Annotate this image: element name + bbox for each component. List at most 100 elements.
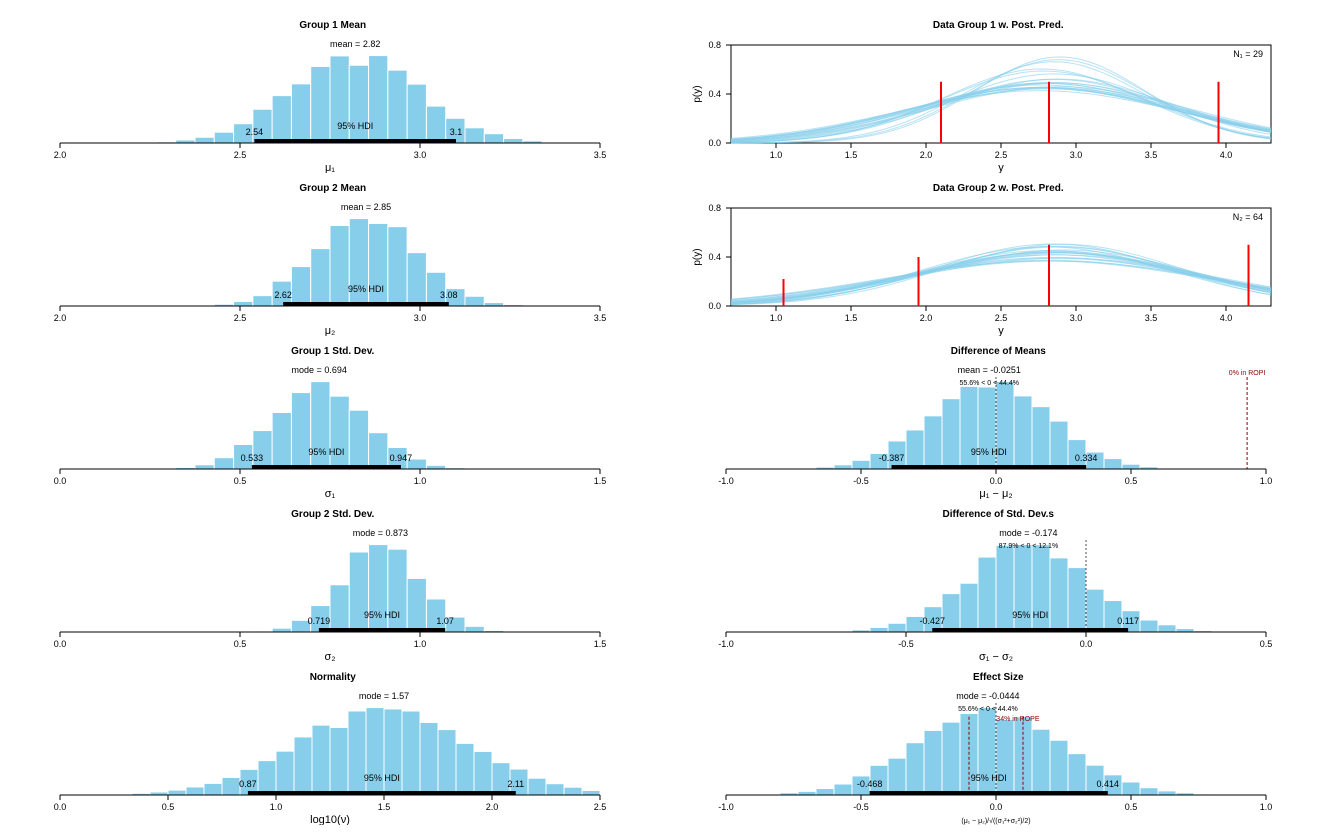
hist-bar [834, 784, 852, 795]
x-tick-label: 1.5 [844, 313, 857, 323]
hist-bar [1122, 464, 1140, 469]
histogram-svg: 0.872.1195% HDImode = 1.570.00.51.01.52.… [20, 685, 620, 825]
hdi-text: 95% HDI [970, 773, 1006, 783]
hdi-hi-label: 2.11 [507, 779, 524, 789]
x-axis-label: y [998, 325, 1004, 336]
x-tick-label: -1.0 [718, 639, 734, 649]
hist-bar [1050, 740, 1068, 795]
hdi-lo-label: 0.87 [239, 779, 257, 789]
hdi-hi-label: 3.08 [440, 290, 458, 300]
x-tick-label: 0.0 [54, 802, 67, 812]
x-tick-label: 1.0 [1259, 476, 1272, 486]
x-axis-label: σ₂ [324, 651, 335, 662]
y-axis-label: p(y) [692, 85, 703, 102]
panel-effect: Effect Size -0.4680.41495% HDImode = -0.0… [686, 672, 1312, 825]
hdi-hi-label: 3.1 [450, 127, 463, 137]
hist-bar [349, 410, 368, 469]
panel-diff_sd: Difference of Std. Dev.s-0.4270.11795% H… [686, 509, 1312, 662]
x-tick-label: 0.0 [989, 802, 1002, 812]
hdi-hi-label: 1.07 [436, 616, 454, 626]
x-tick-label: 1.0 [1259, 802, 1272, 812]
hist-bar [291, 84, 310, 143]
panel-mu2: Group 2 Mean2.623.0895% HDImean = 2.852.… [20, 183, 646, 336]
rope-text: 0% in ROPI [1228, 370, 1265, 377]
hist-bar [1032, 407, 1050, 469]
x-tick-label: 1.0 [769, 313, 782, 323]
hist-bar [258, 761, 276, 795]
x-tick-label: 0.5 [234, 476, 247, 486]
hist-bar [407, 84, 426, 143]
panel-mu1: Group 1 Mean2.543.195% HDImean = 2.822.0… [20, 20, 646, 173]
x-axis-label: μ₁ − μ₂ [979, 488, 1012, 499]
panel-diff_means: Difference of Means0% in ROPI-0.3870.334… [686, 346, 1312, 499]
panel-title: Group 1 Std. Dev. [20, 346, 646, 357]
hdi-lo-label: 2.62 [274, 290, 292, 300]
hist-bar [407, 253, 426, 306]
hdi-lo-label: 2.54 [246, 127, 264, 137]
hist-bar [1176, 629, 1194, 632]
hist-bar [1050, 558, 1068, 632]
x-tick-label: 0.5 [1259, 639, 1272, 649]
hist-bar [253, 296, 272, 306]
panel-title: Normality [20, 672, 646, 683]
x-tick-label: 4.0 [1219, 313, 1232, 323]
hist-bar [1050, 421, 1068, 469]
hist-bar [272, 628, 291, 632]
x-tick-label: -0.5 [853, 802, 869, 812]
hist-bar [426, 106, 445, 143]
x-tick-label: 0.5 [162, 802, 175, 812]
hdi-text: 95% HDI [364, 610, 400, 620]
pct-label: 55.6% < 0 < 44.4% [959, 380, 1019, 387]
y-tick-label: 0.4 [708, 89, 721, 99]
panel-ppc1: Data Group 1 w. Post. Pred.1.01.52.02.53… [686, 20, 1312, 173]
hdi-lo-label: 0.719 [308, 616, 331, 626]
hist-bar [1104, 459, 1122, 469]
hist-bar [222, 777, 240, 795]
hdi-text: 95% HDI [348, 284, 384, 294]
hist-bar [291, 393, 310, 469]
histogram-svg: -0.4680.41495% HDImode = -0.044455.6% < … [686, 685, 1286, 825]
hdi-hi-label: 0.334 [1074, 453, 1097, 463]
x-tick-label: 2.0 [54, 313, 67, 323]
hdi-lo-label: -0.468 [856, 779, 882, 789]
x-tick-label: 1.0 [414, 476, 427, 486]
hist-bar [420, 722, 438, 795]
hist-bar [186, 787, 204, 795]
x-axis-label: σ₁ [325, 488, 336, 499]
pct-label: 55.6% < 0 < 44.4% [958, 706, 1018, 713]
hist-bar [1014, 396, 1032, 469]
hist-bar [465, 296, 484, 306]
panel-title: Data Group 1 w. Post. Pred. [686, 20, 1312, 31]
hist-bar [484, 303, 503, 306]
histogram-svg: 0.7191.0795% HDImode = 0.8730.00.51.01.5… [20, 522, 620, 662]
hist-bar [195, 137, 214, 143]
y-tick-label: 0.8 [708, 40, 721, 50]
panel-ppc2: Data Group 2 w. Post. Pred.1.01.52.02.53… [686, 183, 1312, 336]
hist-bar [942, 399, 960, 469]
x-tick-label: 0.0 [54, 476, 67, 486]
hist-bar [924, 416, 942, 469]
hist-bar [272, 96, 291, 143]
hist-bar [311, 249, 330, 306]
y-tick-label: 0.8 [708, 203, 721, 213]
hist-bar [546, 784, 564, 795]
hist-bar [960, 583, 978, 632]
hist-bar [330, 727, 348, 795]
hist-bar [888, 623, 906, 632]
hist-bar [312, 725, 330, 795]
panel-title: Difference of Std. Dev.s [686, 509, 1312, 520]
y-tick-label: 0.0 [708, 138, 721, 148]
hist-bar [330, 585, 349, 632]
x-tick-label: 3.5 [594, 150, 607, 160]
hist-bar [294, 737, 312, 795]
hist-bar [456, 743, 474, 795]
hist-bar [214, 132, 233, 143]
stat-label: mean = 2.82 [330, 39, 380, 49]
hist-bar [168, 790, 186, 795]
hist-bar [564, 787, 582, 795]
hist-bar [438, 730, 456, 795]
panel-title: Effect Size [686, 672, 1312, 683]
x-axis-label: μ₂ [325, 325, 336, 336]
n-label: N₁ = 29 [1233, 49, 1263, 59]
x-tick-label: 3.0 [1069, 150, 1082, 160]
